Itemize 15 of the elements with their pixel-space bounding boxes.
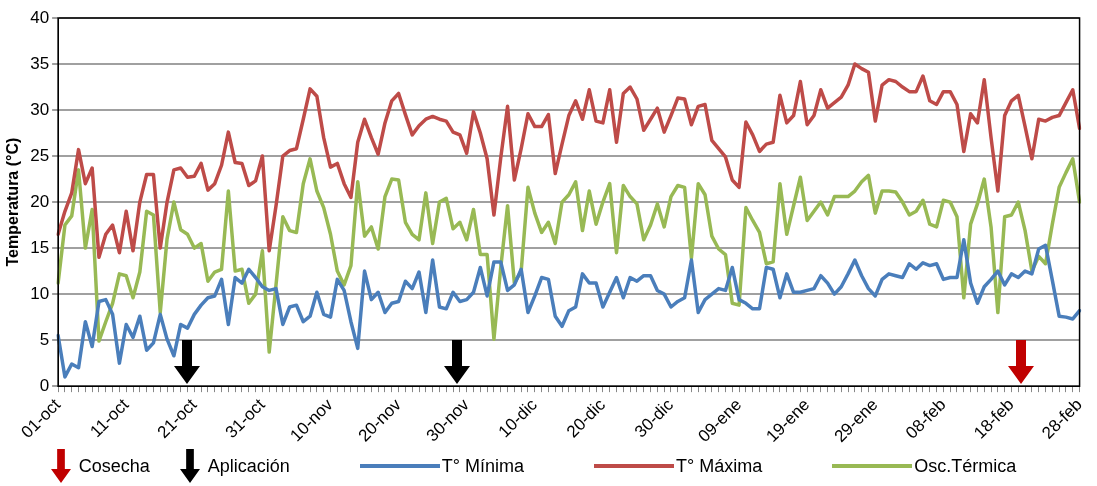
y-tick-label: 5 <box>39 329 50 349</box>
y-tick-label: 40 <box>30 7 50 27</box>
y-tick-label: 30 <box>30 99 50 119</box>
y-tick-label: 15 <box>30 237 50 257</box>
y-tick-label: 10 <box>30 283 50 303</box>
legend-label: T° Máxima <box>676 455 763 477</box>
y-tick-label: 20 <box>30 191 50 211</box>
text: Aplicación <box>207 455 290 477</box>
y-tick-label: 35 <box>30 53 50 73</box>
legend-label: Osc.Térmica <box>914 455 1017 477</box>
y-tick-label: 25 <box>30 145 50 165</box>
y-axis-title: Temperatura (°C) <box>4 137 22 267</box>
legend-label: T° Mínima <box>441 455 525 477</box>
text: Cosecha <box>78 455 150 477</box>
y-tick-label: 0 <box>39 375 50 395</box>
